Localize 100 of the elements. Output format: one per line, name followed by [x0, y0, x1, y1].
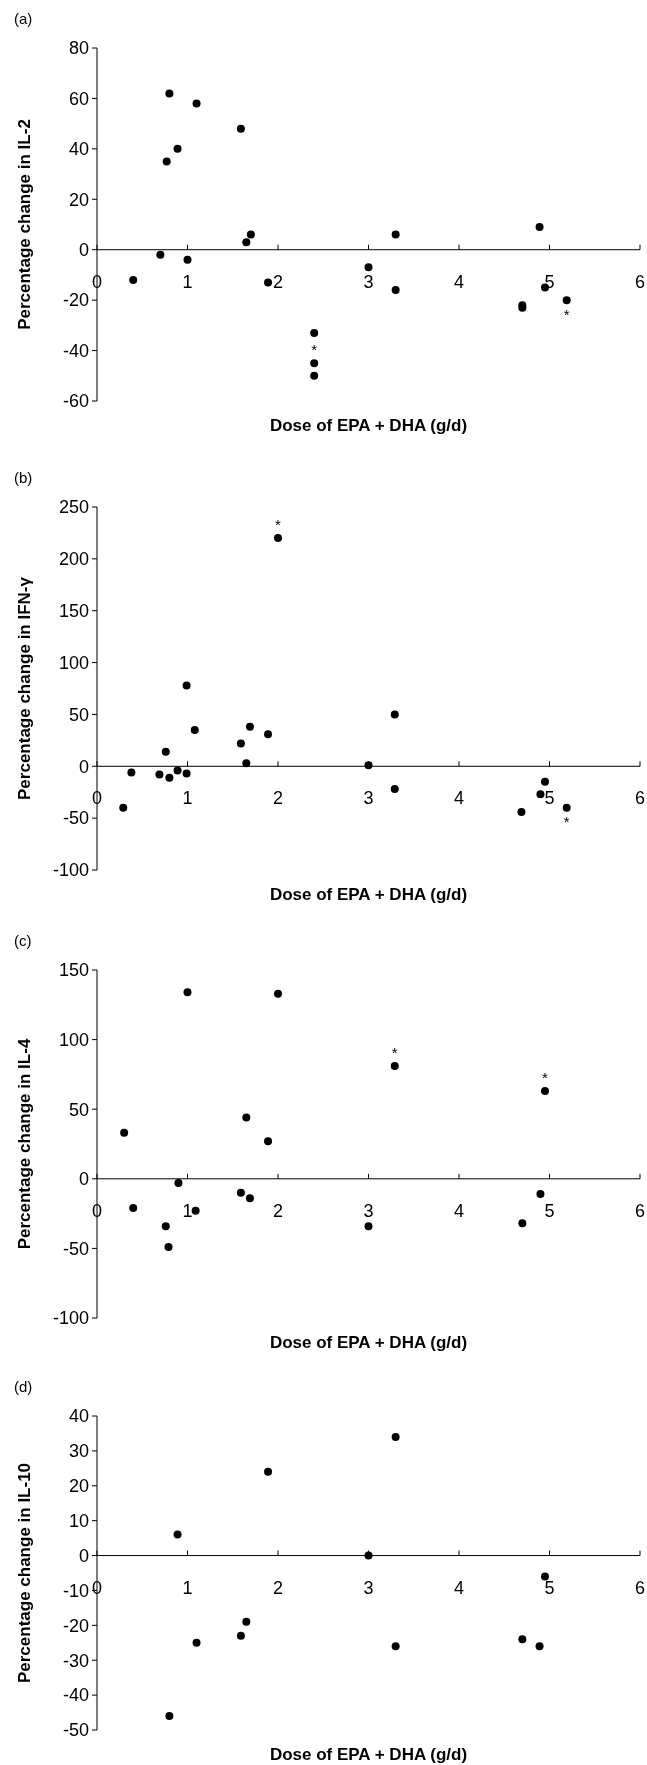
point [310, 328, 319, 337]
y-tick-label: 200 [58, 549, 89, 570]
y-tick-label: -40 [62, 1685, 89, 1706]
point [173, 766, 182, 775]
point [274, 989, 282, 998]
x-tick-label: 4 [453, 1200, 465, 1221]
point [129, 1204, 138, 1213]
x-tick-label: 4 [453, 1577, 465, 1598]
y-tick-label: -50 [62, 1238, 89, 1259]
point [364, 1222, 373, 1231]
y-tick-label: -20 [62, 290, 89, 311]
x-tick-label: 6 [634, 271, 646, 292]
point [165, 773, 174, 782]
x-tick-label: 1 [182, 1577, 193, 1598]
point [264, 1137, 273, 1146]
y-tick-label: -60 [62, 391, 89, 412]
point [264, 1467, 273, 1476]
point [536, 790, 545, 799]
x-axis-title: Dose of EPA + DHA (g/d) [269, 1745, 468, 1764]
point [245, 1194, 254, 1203]
y-axis-title: Percentage change in IL-10 [15, 1462, 34, 1684]
annotation: * [311, 341, 318, 359]
x-tick-label: 1 [182, 788, 193, 809]
x-tick-label: 5 [544, 1200, 555, 1221]
chart-title: (d) [14, 1378, 33, 1395]
point [391, 1642, 400, 1651]
point [183, 988, 192, 997]
y-tick-label: -100 [52, 1308, 89, 1329]
point [390, 710, 399, 719]
point [165, 1712, 174, 1721]
point [192, 1638, 201, 1647]
point [535, 223, 544, 232]
annotation: * [391, 1044, 398, 1062]
x-tick-label: 0 [91, 271, 103, 292]
point [562, 803, 571, 812]
y-tick-label: 100 [58, 1029, 89, 1050]
point [242, 238, 251, 247]
y-tick-label: 0 [78, 1169, 89, 1190]
point [540, 1087, 549, 1096]
x-tick-label: 0 [91, 788, 103, 809]
y-axis-title: Percentage change in IFN-γ [15, 576, 34, 800]
y-tick-label: 0 [78, 756, 89, 777]
point [156, 250, 165, 259]
point [165, 89, 174, 98]
x-tick-label: 5 [544, 1577, 555, 1598]
x-tick-label: 1 [182, 1200, 193, 1221]
point [264, 730, 273, 739]
y-tick-label: -50 [62, 808, 89, 829]
y-tick-label: -50 [62, 1720, 89, 1741]
point [518, 1219, 527, 1228]
y-tick-label: 50 [68, 1099, 89, 1120]
y-tick-label: 60 [68, 88, 89, 109]
point [242, 759, 251, 768]
y-tick-label: 0 [78, 1545, 89, 1566]
y-axis-title: Percentage change in IL-4 [15, 1038, 34, 1250]
y-tick-label: 40 [68, 1406, 89, 1427]
point [155, 770, 164, 779]
point [274, 534, 282, 543]
x-tick-label: 5 [544, 788, 555, 809]
x-axis-title: Dose of EPA + DHA (g/d) [269, 885, 468, 904]
x-tick-label: 4 [453, 788, 465, 809]
x-tick-label: 6 [634, 788, 646, 809]
point [161, 747, 170, 756]
y-tick-label: 150 [58, 601, 89, 622]
point [164, 1243, 173, 1251]
y-tick-label: 10 [68, 1510, 89, 1531]
y-tick-label: 0 [78, 240, 89, 261]
point [518, 1635, 527, 1644]
y-tick-label: -10 [62, 1580, 89, 1601]
y-tick-label: -20 [62, 1615, 89, 1636]
y-tick-label: 80 [68, 38, 89, 59]
point [236, 739, 245, 748]
point [120, 1128, 129, 1137]
point [162, 157, 171, 166]
y-tick-label: 30 [68, 1441, 89, 1462]
point [540, 777, 549, 786]
x-tick-label: 6 [634, 1200, 646, 1221]
chart-title: (c) [14, 932, 32, 949]
x-tick-label: 3 [363, 1577, 374, 1598]
point [536, 1190, 545, 1199]
point [310, 371, 319, 380]
y-tick-label: 100 [58, 652, 89, 673]
y-axis-title: Percentage change in IL-2 [15, 119, 34, 330]
annotation: * [542, 1069, 549, 1087]
point [264, 278, 273, 287]
point [310, 359, 319, 368]
x-tick-label: 0 [91, 1200, 103, 1221]
point [364, 761, 373, 770]
point [173, 144, 182, 153]
chart-title: (a) [14, 10, 33, 27]
x-tick-label: 3 [363, 271, 374, 292]
point [246, 230, 255, 239]
x-tick-label: 2 [272, 271, 284, 292]
x-tick-label: 2 [272, 1200, 284, 1221]
point [127, 768, 136, 777]
point [391, 286, 400, 295]
x-axis-title: Dose of EPA + DHA (g/d) [269, 1333, 468, 1352]
point [174, 1178, 183, 1187]
x-axis-title: Dose of EPA + DHA (g/d) [269, 416, 468, 435]
chart-title: (b) [14, 469, 33, 486]
